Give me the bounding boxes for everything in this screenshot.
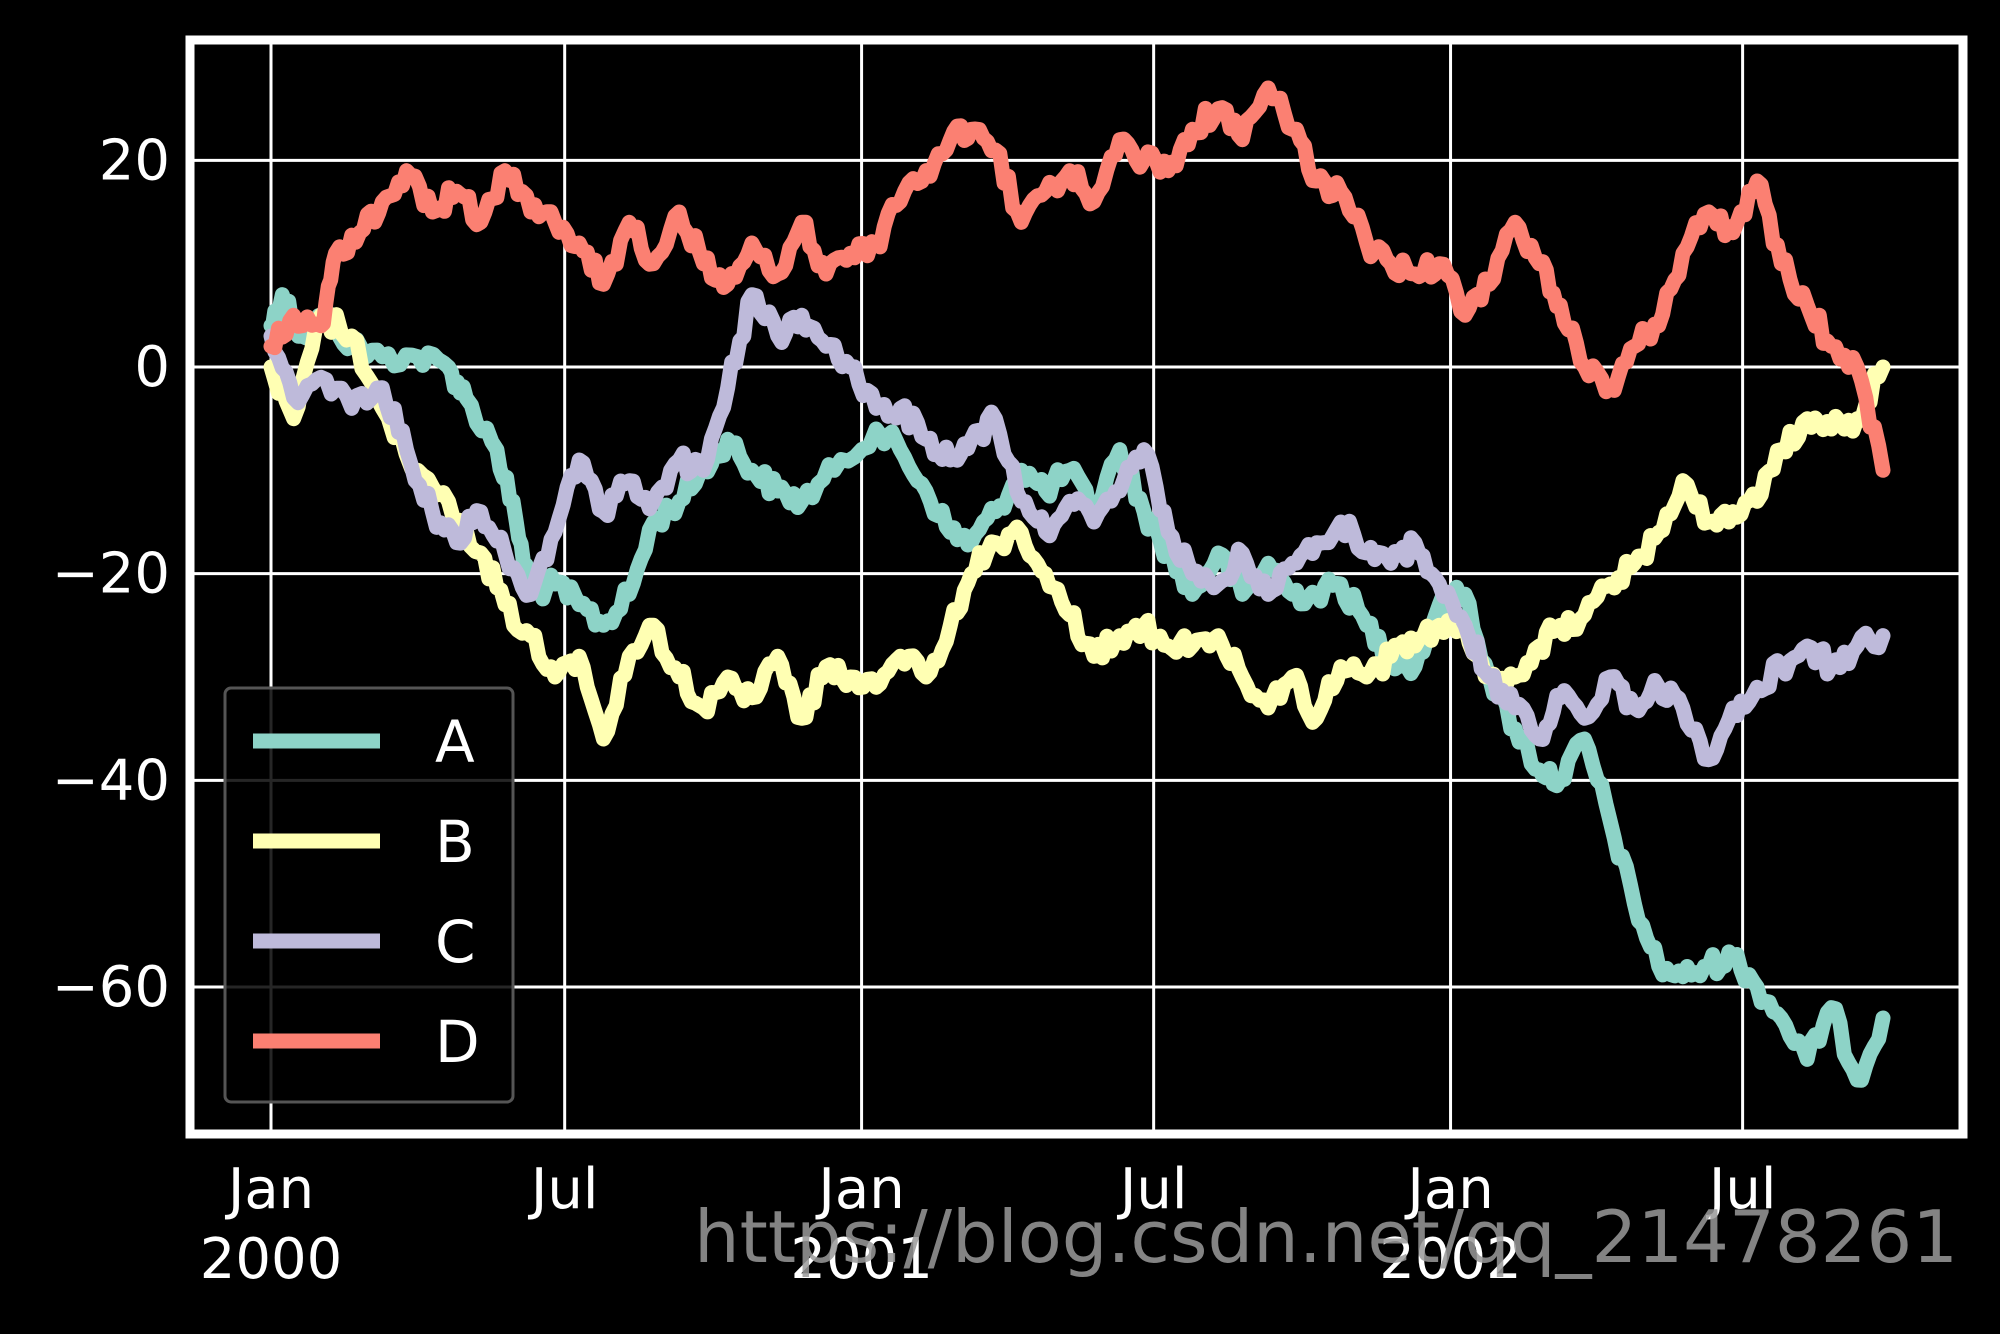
- x-tick-year-label: 2001: [790, 1227, 933, 1292]
- legend-label-d: D: [435, 1008, 480, 1076]
- y-axis-ticks: 20 0 −20 −40 −60: [52, 128, 170, 1020]
- x-tick-label: Jul: [528, 1157, 599, 1222]
- watermark: https://blog.csdn.net/qq_21478261: [694, 1195, 1958, 1279]
- y-tick-label: −40: [52, 748, 170, 813]
- legend-label-b: B: [435, 808, 475, 876]
- x-tick-label: Jan: [225, 1157, 314, 1222]
- y-tick-label: 20: [99, 128, 170, 193]
- x-tick-year-label: 2002: [1379, 1227, 1522, 1292]
- legend-label-a: A: [435, 708, 475, 776]
- y-tick-label: −60: [52, 955, 170, 1020]
- y-tick-label: −20: [52, 542, 170, 607]
- x-tick-label: Jul: [1117, 1157, 1188, 1222]
- plot-frame: [185, 35, 1968, 1139]
- series-line-b: [263, 302, 1891, 747]
- series-lines: [263, 80, 1891, 1088]
- x-tick-label: Jan: [815, 1157, 904, 1222]
- x-tick-label: Jul: [1706, 1157, 1777, 1222]
- series-line-c: [263, 287, 1891, 768]
- series-line-d: [263, 80, 1891, 478]
- legend-label-c: C: [435, 908, 476, 976]
- x-tick-label: Jan: [1404, 1157, 1493, 1222]
- y-tick-label: 0: [134, 335, 170, 400]
- x-tick-year-label: 2000: [200, 1227, 343, 1292]
- legend-box: [223, 686, 515, 1104]
